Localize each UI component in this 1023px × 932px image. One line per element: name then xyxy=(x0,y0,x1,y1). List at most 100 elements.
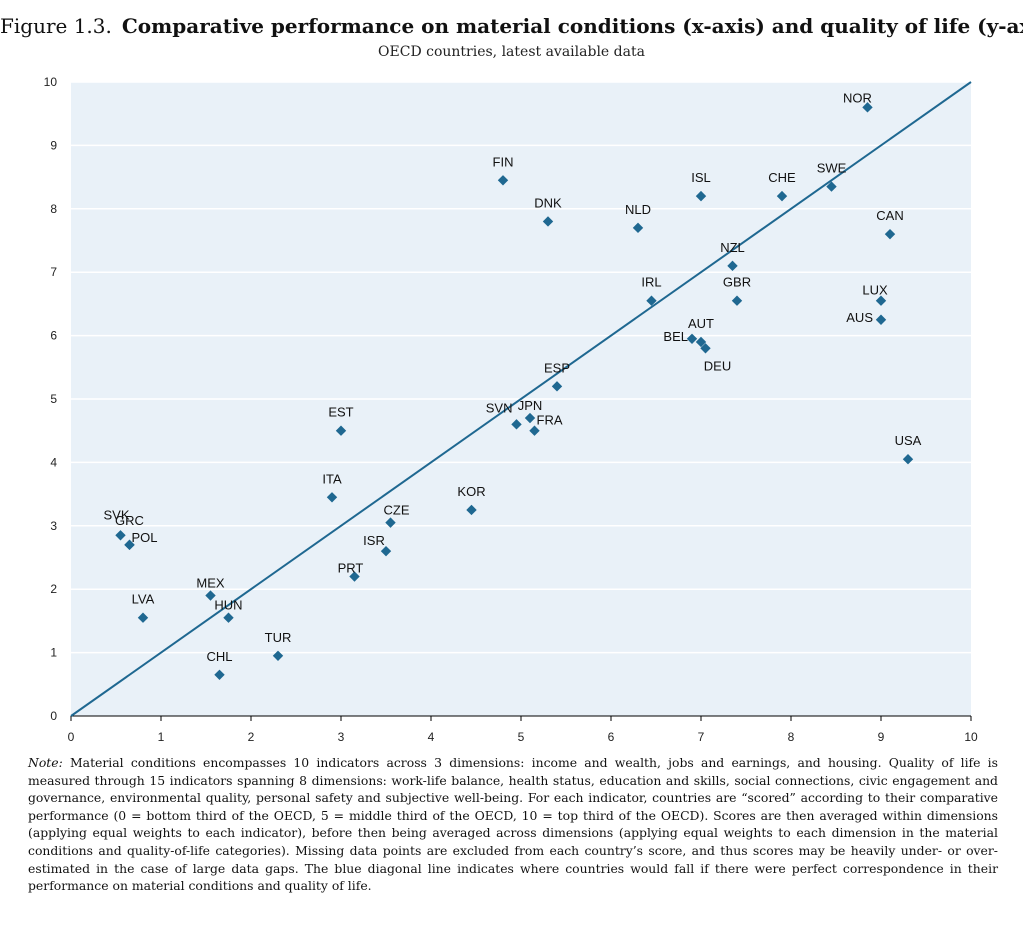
data-point-kor xyxy=(466,504,477,516)
x-tick-label: 9 xyxy=(878,730,885,744)
x-tick-label: 2 xyxy=(248,730,255,744)
data-point-fra xyxy=(529,425,540,436)
point-label-isr: ISR xyxy=(363,533,385,548)
point-label-chl: CHL xyxy=(206,649,232,664)
point-label-gbr: GBR xyxy=(723,275,751,290)
data-point-chl xyxy=(214,669,225,680)
data-point-jpn xyxy=(524,412,536,424)
point-label-aus: AUS xyxy=(846,310,873,325)
point-label-svn: SVN xyxy=(486,400,513,415)
y-tick-label: 9 xyxy=(50,138,57,152)
point-label-jpn: JPN xyxy=(518,398,543,413)
data-point-dnk xyxy=(542,216,554,227)
x-tick-label: 8 xyxy=(788,730,795,744)
reference-diagonal-line xyxy=(70,81,972,717)
plot-area: 0 1 2 3 4 5 6 7 8 9 10 0 1 2 3 4 5 6 7 8 9 10 NOR FIN ISL CHE SWE D… xyxy=(44,75,978,744)
data-point-esp xyxy=(551,381,563,392)
y-tick-label: 1 xyxy=(50,646,57,660)
x-tick-label: 10 xyxy=(964,730,978,744)
x-tick-label: 5 xyxy=(518,730,525,744)
point-label-nzl: NZL xyxy=(720,240,745,255)
figure-subtitle: OECD countries, latest available data xyxy=(378,44,645,60)
data-point-irl xyxy=(646,295,657,306)
figure-main-title: Comparative performance on material cond… xyxy=(121,14,1023,38)
note-lead: Note: xyxy=(28,755,63,770)
point-label-lux: LUX xyxy=(862,283,888,298)
data-point-isl xyxy=(695,190,707,202)
y-tick-label: 2 xyxy=(50,582,57,596)
point-label-nld: NLD xyxy=(625,202,651,217)
point-label-nor: NOR xyxy=(843,90,872,105)
point-label-cze: CZE xyxy=(384,503,410,518)
point-label-lva: LVA xyxy=(132,592,155,607)
data-point-ita xyxy=(326,492,338,503)
y-tick-label: 4 xyxy=(50,455,57,469)
data-point-nld xyxy=(632,222,644,234)
data-point-usa xyxy=(902,454,914,465)
point-label-swe: SWE xyxy=(817,161,847,176)
y-tick-label: 10 xyxy=(44,75,58,89)
point-label-kor: KOR xyxy=(457,484,485,499)
data-point-fin xyxy=(497,175,509,186)
point-label-svk: SVK xyxy=(103,507,129,522)
data-point-tur xyxy=(272,650,284,661)
x-tick-label: 0 xyxy=(68,730,75,744)
data-point-mex xyxy=(205,590,216,601)
data-point-prt xyxy=(349,571,360,582)
x-tick-label: 7 xyxy=(698,730,705,744)
data-point-nor xyxy=(862,102,873,113)
y-tick-label: 3 xyxy=(50,519,57,533)
y-tick-label: 7 xyxy=(50,265,57,279)
data-point-pol xyxy=(124,539,135,551)
point-label-hun: HUN xyxy=(214,598,242,613)
data-point-est xyxy=(335,425,347,436)
point-label-isl: ISL xyxy=(691,170,711,185)
point-label-bel: BEL xyxy=(663,329,688,344)
data-point-che xyxy=(776,190,788,202)
data-point-svn xyxy=(511,419,522,430)
point-label-can: CAN xyxy=(876,208,903,223)
data-point-hun xyxy=(223,612,234,623)
y-tick-label: 5 xyxy=(50,392,57,406)
data-point-deu xyxy=(700,343,711,354)
x-tick-label: 4 xyxy=(428,730,435,744)
point-label-prt: PRT xyxy=(338,561,364,576)
x-tick-label: 3 xyxy=(338,730,345,744)
point-label-deu: DEU xyxy=(704,358,731,373)
y-tick-label: 0 xyxy=(50,709,57,723)
data-point-lva xyxy=(137,612,149,623)
point-label-grc: GRC xyxy=(115,513,144,528)
data-point-nzl xyxy=(727,260,738,272)
data-point-bel xyxy=(686,333,698,344)
x-tick-label: 1 xyxy=(158,730,165,744)
point-label-ita: ITA xyxy=(322,471,342,486)
point-label-fra: FRA xyxy=(537,413,563,428)
point-label-dnk: DNK xyxy=(534,195,562,210)
point-label-fin: FIN xyxy=(493,154,514,169)
figure-title: Figure 1.3. Comparative performance on ma… xyxy=(0,14,1023,38)
y-tick-label: 8 xyxy=(50,202,57,216)
data-point-isr xyxy=(380,545,392,557)
data-point-cze xyxy=(385,517,396,528)
point-label-usa: USA xyxy=(895,433,922,448)
data-point-swe xyxy=(826,181,837,192)
point-label-tur: TUR xyxy=(265,630,292,645)
point-label-pol: POL xyxy=(132,530,158,545)
data-point-aut xyxy=(695,336,707,348)
point-label-mex: MEX xyxy=(196,576,225,591)
data-point-gbr xyxy=(731,295,743,306)
y-tick-label: 6 xyxy=(50,329,57,343)
data-point-aus xyxy=(875,314,887,325)
figure-note: Note: Material conditions encompasses 10… xyxy=(28,754,998,895)
point-label-est: EST xyxy=(328,405,353,420)
data-point-can xyxy=(884,228,896,240)
point-label-irl: IRL xyxy=(641,275,661,290)
point-label-aut: AUT xyxy=(688,316,714,331)
scatter-chart: 0 1 2 3 4 5 6 7 8 9 10 0 1 2 3 4 5 6 7 8 9 10 NOR FIN ISL CHE SWE D… xyxy=(44,75,978,744)
figure-number: Figure 1.3. xyxy=(0,14,112,38)
note-text: Material conditions encompasses 10 indic… xyxy=(28,755,998,894)
x-tick-label: 6 xyxy=(608,730,615,744)
point-label-che: CHE xyxy=(768,170,796,185)
point-label-esp: ESP xyxy=(544,360,570,375)
data-point-svk xyxy=(115,530,126,541)
